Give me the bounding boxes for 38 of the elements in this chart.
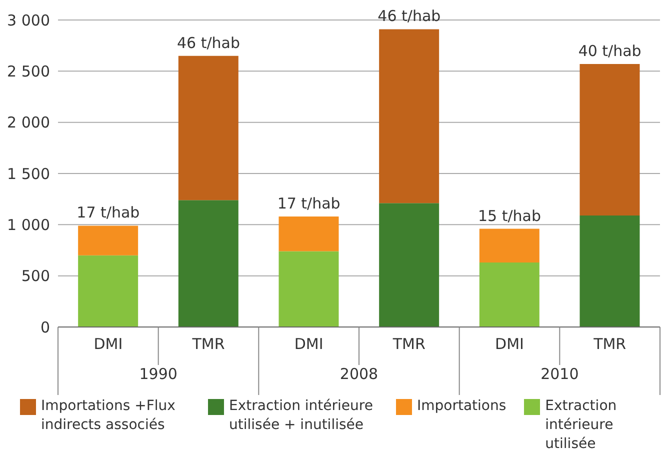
x-tick-label: DMI: [294, 335, 324, 353]
x-tick-label: DMI: [94, 335, 123, 353]
bar: [479, 262, 540, 327]
legend-label: Extraction intérieure utilisée: [545, 397, 618, 454]
y-tick-label: 500: [21, 267, 50, 286]
y-tick-label: 1 000: [7, 216, 50, 234]
legend-label: Importations: [417, 397, 506, 416]
bar: [78, 226, 138, 256]
bar: [178, 56, 238, 200]
bar: [379, 29, 440, 204]
legend-label: Importations +Flux indirects associés: [41, 397, 176, 435]
x-tick-label: TMR: [592, 335, 626, 353]
bar: [580, 64, 640, 216]
bar: [278, 251, 339, 327]
annotation: 46 t/hab: [176, 34, 240, 52]
bar: [479, 228, 540, 263]
x-tick-label: TMR: [392, 335, 426, 353]
y-tick-label: 2 000: [7, 114, 50, 132]
bar: [379, 203, 440, 327]
x-tick-label: TMR: [191, 335, 225, 353]
annotation: 17 t/hab: [76, 204, 140, 222]
y-tick-label: 3 000: [7, 11, 50, 30]
text: 1990: [139, 365, 178, 383]
bar: [78, 255, 138, 327]
text: 2010: [540, 365, 579, 383]
y-tick-label: 1 500: [7, 164, 50, 183]
annotation: 17 t/hab: [277, 194, 340, 212]
bar: [580, 215, 640, 327]
legend-label: Extraction intérieure utilisée + inutilisée: [229, 397, 374, 435]
bar: [278, 216, 339, 252]
text: 2008: [340, 365, 378, 383]
bar: [178, 200, 238, 327]
annotation: 46 t/hab: [378, 7, 441, 26]
x-tick-label: DMI: [495, 335, 524, 353]
annotation: 40 t/hab: [578, 42, 642, 60]
y-tick-label: 2 500: [7, 62, 50, 80]
y-tick-label: 0: [40, 318, 50, 336]
annotation: 15 t/hab: [478, 206, 542, 225]
